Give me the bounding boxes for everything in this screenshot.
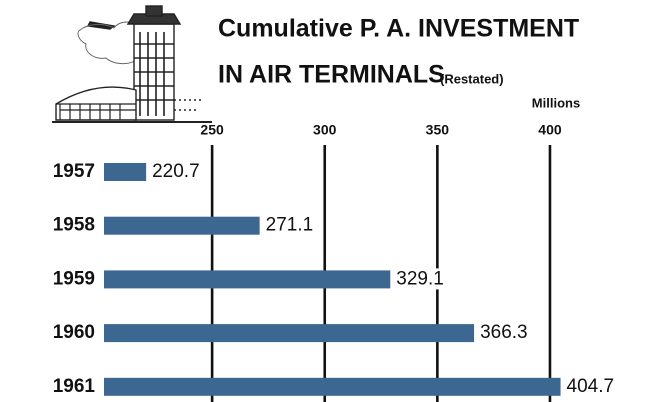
chart-subtitle: (Restated) [440,71,504,86]
data-label-background [564,375,617,397]
y-tick-label: 1958 [53,215,95,236]
data-label-background [150,161,202,183]
bar [104,163,147,181]
bar [104,216,260,235]
data-label-background [478,322,530,344]
data-label: 220.7 [152,161,200,182]
y-tick-label: 1959 [53,268,95,289]
bar [104,270,391,289]
airport-illustration [52,5,212,123]
data-label: 404.7 [567,376,615,397]
data-label-background [394,268,446,290]
bar [104,377,561,396]
y-tick-label: 1960 [53,322,95,343]
chart-title: IN AIR TERMINALS [218,61,445,89]
data-label-background [263,214,316,236]
x-tick-label: 350 [426,122,450,138]
x-tick-label: 400 [538,122,562,138]
data-label: 366.3 [480,322,528,343]
bar [104,324,475,343]
chart-title: Cumulative P. A. INVESTMENT [218,15,579,43]
x-tick-label: 300 [313,122,337,138]
data-label: 271.1 [266,215,314,236]
y-tick-label: 1957 [53,161,95,182]
x-tick-label: 250 [200,122,224,138]
data-label: 329.1 [396,268,444,289]
unit-label: Millions [532,95,580,110]
y-tick-label: 1961 [53,376,96,397]
